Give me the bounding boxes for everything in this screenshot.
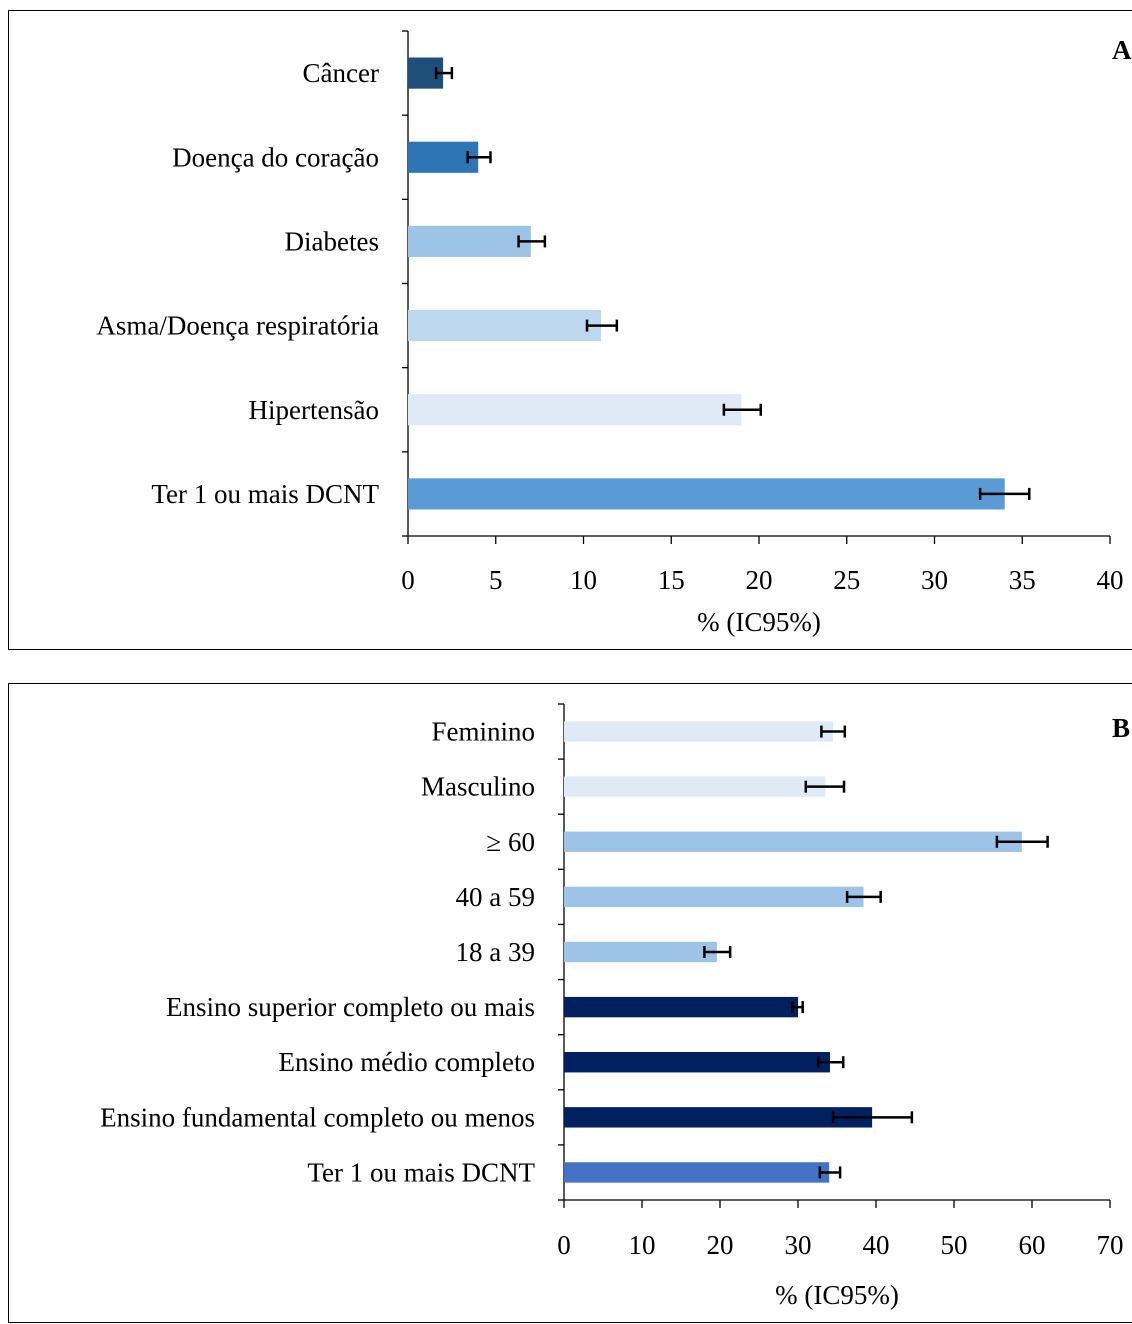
category-label: Ter 1 ou mais DCNT bbox=[307, 1157, 535, 1187]
x-tick-label: 0 bbox=[401, 565, 415, 595]
bar bbox=[408, 394, 742, 426]
bar bbox=[564, 996, 798, 1018]
category-label: Ensino superior completo ou mais bbox=[166, 992, 535, 1022]
bar bbox=[564, 941, 717, 963]
category-label: ≥ 60 bbox=[486, 827, 535, 857]
x-tick-label: 30 bbox=[921, 565, 948, 595]
x-tick-label: 5 bbox=[489, 565, 503, 595]
panel-label: B bbox=[1112, 713, 1130, 743]
category-label: Ensino médio completo bbox=[279, 1047, 535, 1077]
bar bbox=[408, 478, 1005, 510]
x-axis-label: % (IC95%) bbox=[697, 607, 821, 637]
category-label: Doença do coração bbox=[172, 142, 379, 172]
x-tick-label: 30 bbox=[785, 1230, 812, 1260]
category-label: Diabetes bbox=[285, 226, 379, 256]
x-tick-label: 40 bbox=[1097, 565, 1124, 595]
category-label: Ensino fundamental completo ou menos bbox=[100, 1102, 535, 1132]
bar bbox=[564, 776, 826, 797]
category-label: Hipertensão bbox=[249, 395, 379, 425]
x-tick-label: 20 bbox=[707, 1230, 734, 1260]
bar bbox=[564, 1052, 830, 1073]
panel-label: A bbox=[1112, 35, 1132, 65]
x-tick-label: 15 bbox=[658, 565, 685, 595]
x-tick-label: 40 bbox=[863, 1230, 890, 1260]
bar bbox=[564, 886, 864, 908]
category-label: Feminino bbox=[431, 717, 535, 747]
x-tick-label: 25 bbox=[833, 565, 860, 595]
bar bbox=[408, 310, 602, 342]
category-label: Câncer bbox=[303, 58, 379, 88]
x-tick-label: 10 bbox=[570, 565, 597, 595]
bar bbox=[564, 831, 1022, 852]
chart-b-svg: Feminino Masculino ≥ 60 40 a 59 18 a 39 Ensin… bbox=[100, 703, 1130, 1310]
category-label: Masculino bbox=[421, 772, 535, 802]
x-axis-label: % (IC95%) bbox=[775, 1280, 899, 1310]
chart-a-svg: Câncer Doença do coração Diabetes Asma/Doen… bbox=[96, 30, 1132, 637]
x-tick-label: 10 bbox=[629, 1230, 656, 1260]
bar bbox=[564, 1107, 873, 1128]
x-tick-label: 70 bbox=[1097, 1230, 1124, 1260]
x-tick-label: 60 bbox=[1019, 1230, 1046, 1260]
bar bbox=[408, 225, 531, 257]
category-label: Asma/Doença respiratória bbox=[96, 311, 379, 341]
chart-panel-b: Feminino Masculino ≥ 60 40 a 59 18 a 39 Ensin… bbox=[8, 683, 1132, 1323]
bar bbox=[564, 721, 834, 742]
chart-panel-a: Câncer Doença do coração Diabetes Asma/Doen… bbox=[8, 10, 1132, 650]
category-label: 18 a 39 bbox=[456, 937, 535, 967]
x-tick-label: 20 bbox=[746, 565, 773, 595]
x-tick-label: 35 bbox=[1009, 565, 1036, 595]
category-label: 40 a 59 bbox=[456, 882, 535, 912]
bar bbox=[564, 1162, 830, 1183]
category-label: Ter 1 ou mais DCNT bbox=[151, 479, 379, 509]
x-tick-label: 50 bbox=[941, 1230, 968, 1260]
x-tick-label: 0 bbox=[557, 1230, 571, 1260]
